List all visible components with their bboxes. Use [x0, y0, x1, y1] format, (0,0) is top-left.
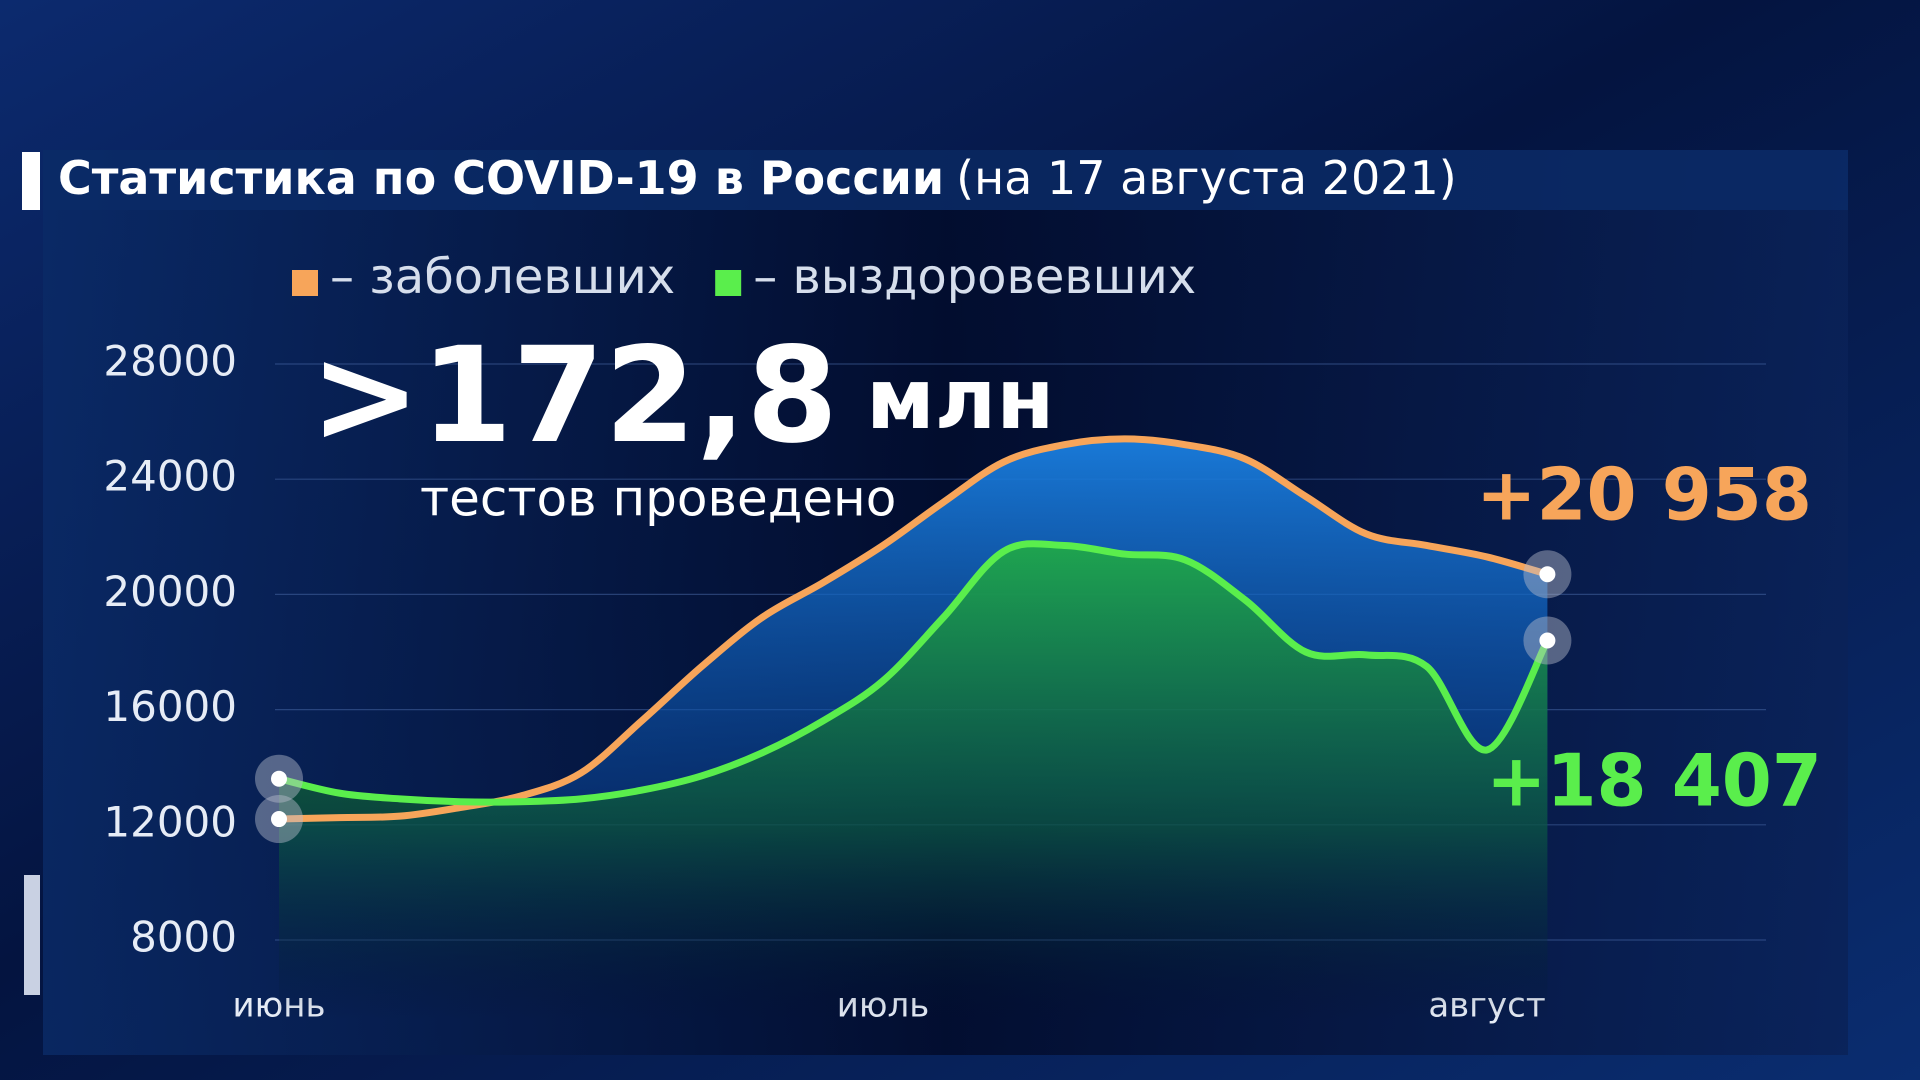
- point: [271, 811, 287, 828]
- big-value: >172,8: [310, 319, 838, 473]
- point: [1539, 566, 1556, 583]
- side-accent: [24, 875, 40, 995]
- point: [271, 770, 287, 787]
- last-value-label: +18 407: [1486, 739, 1822, 823]
- plot: 80001200016000200002400028000июньиюльавг…: [103, 337, 1766, 1026]
- y-tick-label: 8000: [130, 913, 237, 962]
- big-caption: тестов проведено: [420, 470, 896, 528]
- legend-label: – выздоровевших: [753, 249, 1196, 305]
- y-tick-label: 12000: [103, 797, 237, 846]
- legend-swatch: [715, 270, 742, 296]
- area: [279, 543, 1548, 1020]
- chart-title: Статистика по COVID-19 в России (на 17 ав…: [58, 151, 1457, 205]
- title: Статистика по COVID-19 в России: [58, 151, 944, 205]
- y-tick-label: 24000: [103, 452, 237, 501]
- title-accent: [22, 152, 40, 210]
- title-bar: [43, 150, 1848, 210]
- y-tick-label: 16000: [103, 682, 237, 731]
- legend-label: – заболевших: [330, 249, 675, 305]
- legend-swatch: [292, 270, 318, 296]
- subtitle: (на 17 августа 2021): [956, 151, 1457, 205]
- y-tick-label: 20000: [103, 567, 237, 616]
- big-number: >172,8 млн: [310, 319, 1054, 473]
- big-unit: млн: [866, 350, 1054, 448]
- last-value-label: +20 958: [1476, 453, 1812, 537]
- point: [1539, 632, 1556, 649]
- y-tick-label: 28000: [103, 337, 237, 386]
- line: [275, 540, 1551, 806]
